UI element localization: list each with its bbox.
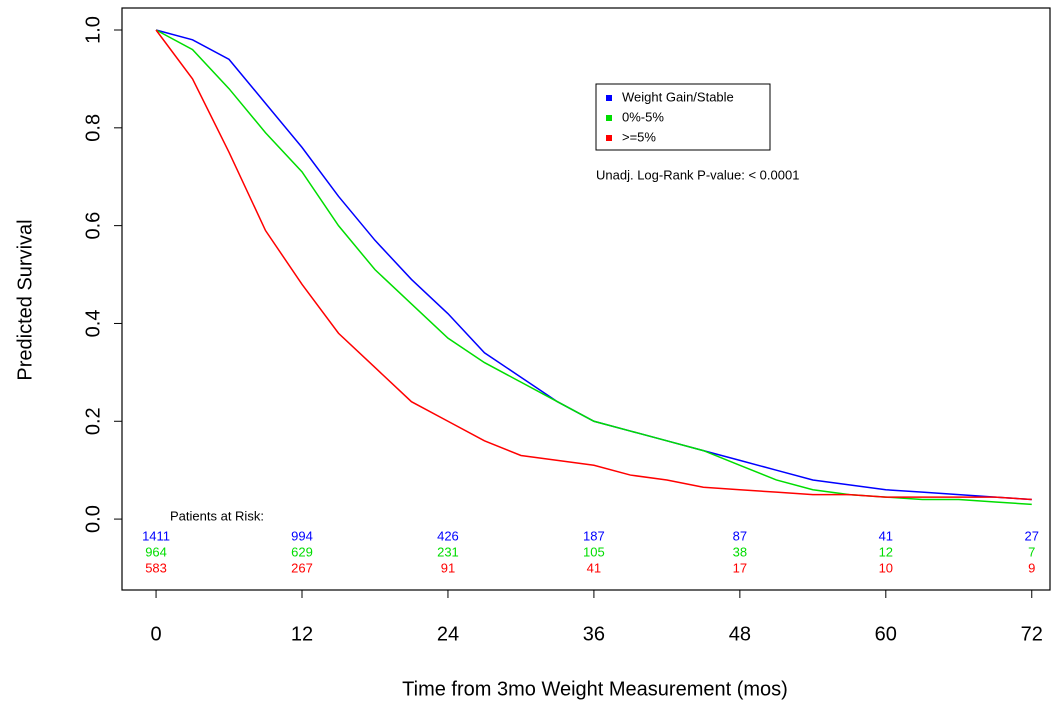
survival-curve xyxy=(155,29,1032,506)
risk-count: 10 xyxy=(879,560,893,575)
risk-count: 267 xyxy=(291,560,313,575)
risk-count: 583 xyxy=(145,560,167,575)
x-tick-label: 12 xyxy=(291,623,313,645)
x-tick-label: 60 xyxy=(875,623,897,645)
y-axis-title: Predicted Survival xyxy=(14,219,36,380)
x-tick-label: 36 xyxy=(583,623,605,645)
risk-count: 629 xyxy=(291,544,313,559)
risk-count: 38 xyxy=(733,544,747,559)
legend-label: >=5% xyxy=(622,129,656,144)
risk-table-label: Patients at Risk: xyxy=(170,508,264,523)
y-tick-label: 0.8 xyxy=(82,114,104,142)
plot-frame xyxy=(121,7,1051,591)
risk-count: 87 xyxy=(733,528,747,543)
survival-curve xyxy=(155,29,1032,501)
risk-count: 41 xyxy=(587,560,601,575)
risk-count: 1411 xyxy=(142,528,170,543)
legend-label: 0%-5% xyxy=(622,109,664,124)
risk-count: 994 xyxy=(291,528,313,543)
x-tick-label: 48 xyxy=(729,623,751,645)
legend-label: Weight Gain/Stable xyxy=(622,89,734,104)
risk-count: 41 xyxy=(879,528,893,543)
legend-swatch xyxy=(606,115,612,121)
y-tick-label: 0.2 xyxy=(82,407,104,435)
x-axis-title: Time from 3mo Weight Measurement (mos) xyxy=(402,678,788,700)
y-tick-label: 0.6 xyxy=(82,212,104,240)
risk-count: 12 xyxy=(879,544,893,559)
annotation: Unadj. Log-Rank P-value: < 0.0001 xyxy=(596,167,799,182)
risk-count: 105 xyxy=(583,544,605,559)
risk-count: 7 xyxy=(1028,544,1035,559)
risk-count: 426 xyxy=(437,528,459,543)
risk-count: 27 xyxy=(1025,528,1039,543)
y-tick-label: 0.0 xyxy=(82,505,104,533)
risk-count: 91 xyxy=(441,560,455,575)
y-tick-label: 0.4 xyxy=(82,310,104,338)
legend-swatch xyxy=(606,135,612,141)
y-tick-label: 1.0 xyxy=(82,16,104,44)
risk-count: 231 xyxy=(437,544,459,559)
legend-box xyxy=(595,83,771,151)
legend-swatch xyxy=(606,95,612,101)
survival-curve xyxy=(155,29,1032,501)
risk-count: 9 xyxy=(1028,560,1035,575)
risk-count: 17 xyxy=(733,560,747,575)
x-tick-label: 72 xyxy=(1021,623,1043,645)
x-tick-label: 0 xyxy=(150,623,161,645)
risk-count: 187 xyxy=(583,528,605,543)
risk-count: 964 xyxy=(145,544,167,559)
x-tick-label: 24 xyxy=(437,623,459,645)
